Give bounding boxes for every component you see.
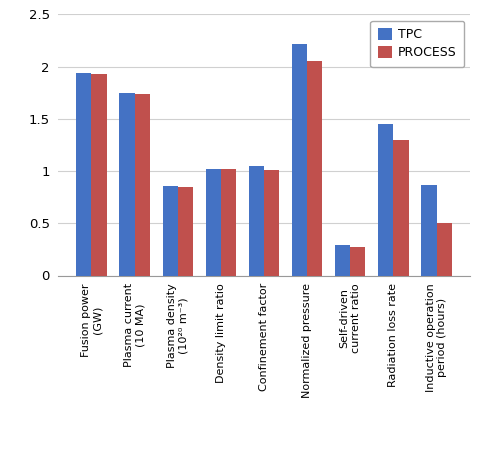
Bar <box>350 247 365 276</box>
Bar <box>92 74 107 276</box>
Bar <box>221 169 236 276</box>
Bar <box>178 187 193 276</box>
Bar <box>292 44 307 276</box>
Bar <box>206 169 221 276</box>
Bar <box>307 61 322 275</box>
Bar <box>134 94 150 276</box>
Bar <box>264 170 279 276</box>
Bar <box>335 245 350 275</box>
Bar <box>436 223 452 276</box>
Legend: TPC, PROCESS: TPC, PROCESS <box>371 20 464 67</box>
Bar <box>76 73 92 275</box>
Bar <box>249 166 264 276</box>
Bar <box>421 185 436 276</box>
Bar <box>163 186 178 276</box>
Bar <box>120 93 134 276</box>
Bar <box>378 124 394 276</box>
Bar <box>394 140 408 276</box>
